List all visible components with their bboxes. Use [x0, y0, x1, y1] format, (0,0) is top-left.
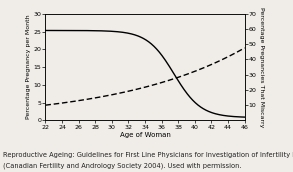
Text: (Canadian Fertility and Andrology Society 2004). Used with permission.: (Canadian Fertility and Andrology Societ… — [3, 163, 241, 169]
Y-axis label: Percentage Pregnancies That Miscarry: Percentage Pregnancies That Miscarry — [260, 7, 265, 127]
Y-axis label: Percentage Pregnancy per Month: Percentage Pregnancy per Month — [25, 15, 30, 119]
X-axis label: Age of Woman: Age of Woman — [120, 132, 171, 138]
Text: Reproductive Ageing: Guidelines for First Line Physicians for Investigation of I: Reproductive Ageing: Guidelines for Firs… — [3, 152, 293, 158]
